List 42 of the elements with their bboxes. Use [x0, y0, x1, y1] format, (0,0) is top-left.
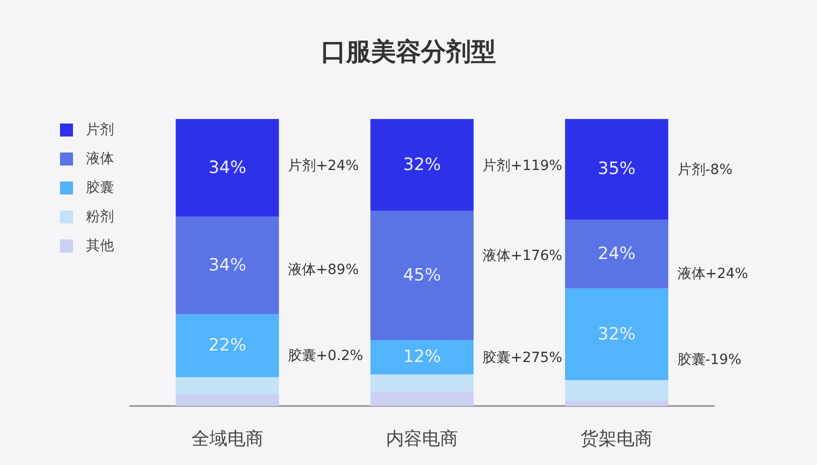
annotation: 胶囊+275%: [482, 350, 562, 366]
legend-label: 胶囊: [86, 180, 114, 196]
data-label: 12%: [403, 347, 441, 368]
x-tick-label: 全域电商: [191, 428, 264, 450]
legend-label: 片剂: [86, 122, 114, 138]
bar: [370, 374, 474, 392]
bar: [565, 400, 668, 406]
bar: [370, 119, 474, 211]
data-label: 45%: [403, 265, 441, 286]
data-label: 34%: [208, 158, 246, 178]
annotation: 液体+176%: [482, 248, 562, 264]
annotation: 片剂-8%: [677, 162, 733, 178]
bar: [565, 119, 668, 220]
bar: [565, 380, 668, 400]
annotation: 片剂+119%: [482, 158, 562, 174]
x-tick-label: 货架电商: [580, 428, 653, 450]
annotation: 液体+89%: [288, 262, 359, 278]
bar: [176, 216, 279, 314]
annotation: 液体+24%: [677, 266, 748, 282]
legend-label: 液体: [86, 151, 114, 167]
bar: [176, 119, 279, 217]
bar: [370, 392, 474, 406]
bar: [565, 288, 668, 380]
annotation: 片剂+24%: [288, 158, 359, 174]
legend-label: 粉剂: [86, 209, 114, 225]
bar: [370, 210, 474, 340]
data-label: 22%: [208, 336, 246, 356]
data-label: 35%: [598, 159, 636, 180]
data-label: 24%: [598, 244, 636, 264]
bar: [565, 219, 668, 288]
data-label: 32%: [598, 324, 636, 344]
annotation: 胶囊-19%: [677, 352, 742, 368]
x-tick-label: 内容电商: [386, 428, 458, 450]
data-label: 34%: [208, 255, 246, 276]
data-label: 32%: [403, 154, 441, 175]
bar: [176, 394, 279, 406]
annotation: 胶囊+0.2%: [288, 348, 364, 364]
bar: [176, 377, 279, 395]
bar: [176, 314, 279, 378]
legend-label: 其他: [86, 238, 114, 254]
bar: [370, 340, 474, 374]
chart-title: 口服美容分剂型: [321, 37, 496, 66]
